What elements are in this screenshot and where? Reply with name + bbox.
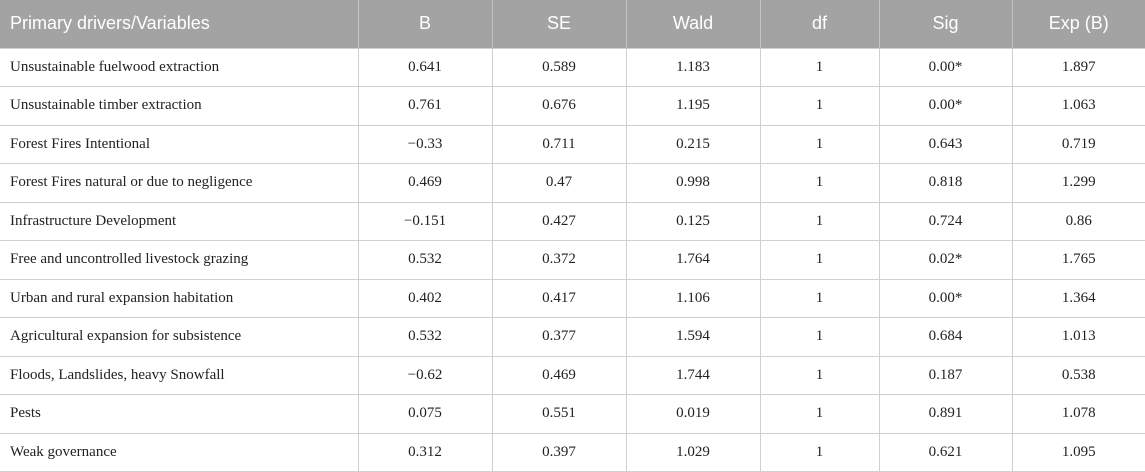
variable-cell: Pests bbox=[0, 394, 359, 434]
sig-cell: 0.02* bbox=[878, 240, 1013, 280]
df-cell: 1 bbox=[759, 394, 880, 434]
variable-cell: Floods, Landslides, heavy Snowfall bbox=[0, 355, 359, 395]
col-header-b: B bbox=[357, 0, 492, 48]
expb-cell: 0.538 bbox=[1011, 355, 1145, 395]
b-cell: 0.532 bbox=[357, 240, 493, 280]
b-cell: −0.33 bbox=[357, 124, 493, 164]
b-cell: 0.761 bbox=[357, 86, 493, 126]
sig-cell: 0.724 bbox=[878, 201, 1013, 241]
variable-cell: Agricultural expansion for subsistence bbox=[0, 317, 359, 357]
sig-cell: 0.684 bbox=[878, 317, 1013, 357]
table-body: Unsustainable fuelwood extraction 0.641 0.… bbox=[0, 47, 1145, 472]
wald-cell: 1.764 bbox=[625, 240, 761, 280]
df-cell: 1 bbox=[759, 201, 880, 241]
sig-cell: 0.643 bbox=[878, 124, 1013, 164]
header-row: Primary drivers/Variables B SE Wald df Sig Exp… bbox=[0, 0, 1145, 48]
table-row: Floods, Landslides, heavy Snowfall −0.62 0… bbox=[0, 355, 1145, 395]
df-cell: 1 bbox=[759, 317, 880, 357]
variable-cell: Forest Fires Intentional bbox=[0, 124, 359, 164]
sig-cell: 0.00* bbox=[878, 86, 1013, 126]
expb-cell: 1.063 bbox=[1011, 86, 1145, 126]
variable-cell: Urban and rural expansion habitation bbox=[0, 278, 359, 318]
expb-cell: 1.765 bbox=[1011, 240, 1145, 280]
expb-cell: 1.095 bbox=[1011, 432, 1145, 472]
variable-cell: Forest Fires natural or due to negligenc… bbox=[0, 163, 359, 203]
wald-cell: 0.998 bbox=[625, 163, 761, 203]
wald-cell: 1.106 bbox=[625, 278, 761, 318]
se-cell: 0.372 bbox=[491, 240, 627, 280]
sig-cell: 0.818 bbox=[878, 163, 1013, 203]
se-cell: 0.676 bbox=[491, 86, 627, 126]
b-cell: 0.402 bbox=[357, 278, 493, 318]
variable-cell: Unsustainable timber extraction bbox=[0, 86, 359, 126]
wald-cell: 0.125 bbox=[625, 201, 761, 241]
table-row: Forest Fires natural or due to negligenc… bbox=[0, 163, 1145, 203]
wald-cell: 1.029 bbox=[625, 432, 761, 472]
wald-cell: 1.195 bbox=[625, 86, 761, 126]
col-header-expb: Exp (B) bbox=[1011, 0, 1145, 48]
df-cell: 1 bbox=[759, 47, 880, 87]
expb-cell: 1.013 bbox=[1011, 317, 1145, 357]
variable-cell: Weak governance bbox=[0, 432, 359, 472]
table-row: Unsustainable fuelwood extraction 0.641 0.… bbox=[0, 47, 1145, 87]
table-row: Urban and rural expansion habitation 0.40… bbox=[0, 278, 1145, 318]
se-cell: 0.47 bbox=[491, 163, 627, 203]
se-cell: 0.427 bbox=[491, 201, 627, 241]
wald-cell: 0.215 bbox=[625, 124, 761, 164]
sig-cell: 0.891 bbox=[878, 394, 1013, 434]
expb-cell: 1.897 bbox=[1011, 47, 1145, 87]
se-cell: 0.589 bbox=[491, 47, 627, 87]
wald-cell: 1.744 bbox=[625, 355, 761, 395]
expb-cell: 1.364 bbox=[1011, 278, 1145, 318]
df-cell: 1 bbox=[759, 278, 880, 318]
table-row: Unsustainable timber extraction 0.761 0.67… bbox=[0, 86, 1145, 126]
df-cell: 1 bbox=[759, 86, 880, 126]
col-header-variable: Primary drivers/Variables bbox=[10, 13, 210, 34]
variable-cell: Free and uncontrolled livestock grazing bbox=[0, 240, 359, 280]
col-header-se: SE bbox=[491, 0, 626, 48]
wald-cell: 0.019 bbox=[625, 394, 761, 434]
wald-cell: 1.594 bbox=[625, 317, 761, 357]
b-cell: −0.62 bbox=[357, 355, 493, 395]
b-cell: 0.532 bbox=[357, 317, 493, 357]
se-cell: 0.397 bbox=[491, 432, 627, 472]
b-cell: 0.312 bbox=[357, 432, 493, 472]
table-row: Free and uncontrolled livestock grazing 0… bbox=[0, 240, 1145, 280]
df-cell: 1 bbox=[759, 163, 880, 203]
df-cell: 1 bbox=[759, 124, 880, 164]
se-cell: 0.711 bbox=[491, 124, 627, 164]
expb-cell: 0.719 bbox=[1011, 124, 1145, 164]
df-cell: 1 bbox=[759, 355, 880, 395]
se-cell: 0.551 bbox=[491, 394, 627, 434]
b-cell: 0.469 bbox=[357, 163, 493, 203]
sig-cell: 0.00* bbox=[878, 278, 1013, 318]
se-cell: 0.377 bbox=[491, 317, 627, 357]
col-header-df: df bbox=[759, 0, 879, 48]
variable-cell: Unsustainable fuelwood extraction bbox=[0, 47, 359, 87]
expb-cell: 0.86 bbox=[1011, 201, 1145, 241]
se-cell: 0.469 bbox=[491, 355, 627, 395]
expb-cell: 1.078 bbox=[1011, 394, 1145, 434]
b-cell: 0.641 bbox=[357, 47, 493, 87]
df-cell: 1 bbox=[759, 432, 880, 472]
col-header-sig: Sig bbox=[878, 0, 1012, 48]
table-row: Agricultural expansion for subsistence 0.… bbox=[0, 317, 1145, 357]
table-row: Infrastructure Development −0.151 0.427 0.1… bbox=[0, 201, 1145, 241]
variable-cell: Infrastructure Development bbox=[0, 201, 359, 241]
sig-cell: 0.621 bbox=[878, 432, 1013, 472]
df-cell: 1 bbox=[759, 240, 880, 280]
col-header-wald: Wald bbox=[625, 0, 760, 48]
b-cell: −0.151 bbox=[357, 201, 493, 241]
table-header: Primary drivers/Variables B SE Wald df Sig Exp… bbox=[0, 0, 1145, 48]
expb-cell: 1.299 bbox=[1011, 163, 1145, 203]
wald-cell: 1.183 bbox=[625, 47, 761, 87]
b-cell: 0.075 bbox=[357, 394, 493, 434]
table-row: Forest Fires Intentional −0.33 0.711 0.215 1… bbox=[0, 124, 1145, 164]
sig-cell: 0.00* bbox=[878, 47, 1013, 87]
se-cell: 0.417 bbox=[491, 278, 627, 318]
sig-cell: 0.187 bbox=[878, 355, 1013, 395]
table-row: Weak governance 0.312 0.397 1.029 1 0.621 1.09… bbox=[0, 432, 1145, 472]
table-row: Pests 0.075 0.551 0.019 1 0.891 1.078 bbox=[0, 394, 1145, 434]
